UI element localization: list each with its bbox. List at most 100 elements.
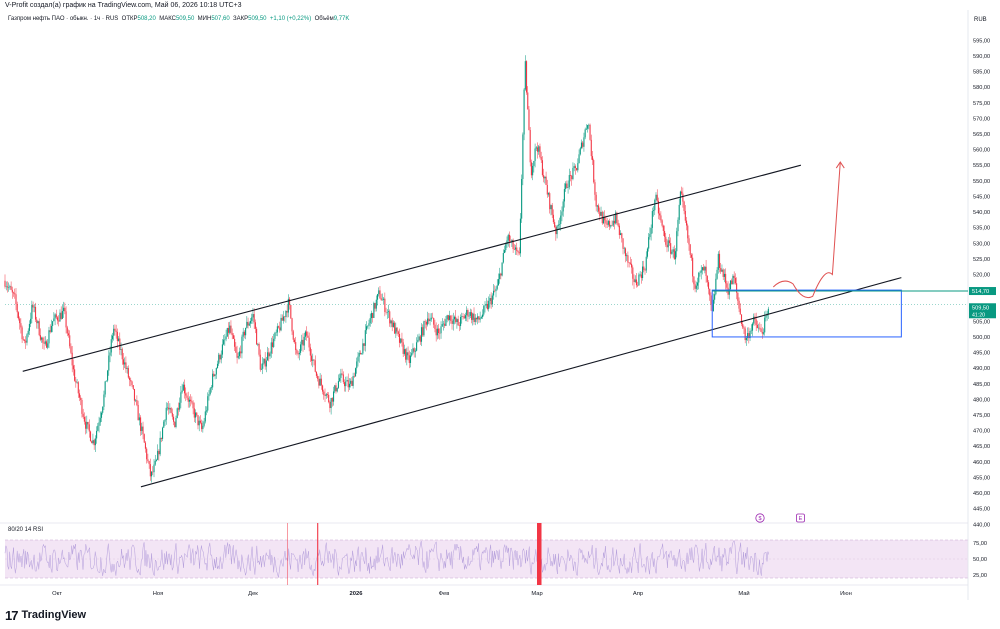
candle-body xyxy=(120,349,122,350)
candle-body xyxy=(758,327,760,329)
candle-body xyxy=(568,175,570,188)
candle-body xyxy=(751,323,754,331)
candle-body xyxy=(75,380,77,383)
candle-body xyxy=(292,331,294,340)
candle-body xyxy=(577,163,579,171)
candle-body xyxy=(391,320,393,327)
candle-body xyxy=(440,326,442,334)
candle-body xyxy=(5,286,7,287)
dividend-event-glyph: $ xyxy=(758,516,761,522)
candle-body xyxy=(108,355,110,371)
candle-body xyxy=(593,160,595,183)
candle-body xyxy=(311,355,313,361)
low-label: МИН xyxy=(197,16,212,22)
tradingview-logo[interactable]: 17 TradingView xyxy=(5,606,86,624)
price-tick-label: 495,00 xyxy=(973,351,990,357)
candle-body xyxy=(445,319,447,326)
candle-body xyxy=(584,129,586,138)
channel-lower-trendline[interactable] xyxy=(140,277,902,488)
symbol-name[interactable]: Газпром нефть ПАО · обыкн. · 1ч · RUS xyxy=(8,16,119,22)
candle-body xyxy=(312,359,314,361)
candle-body xyxy=(234,338,236,347)
candle-body xyxy=(252,314,254,318)
event-markers[interactable]: $ E xyxy=(755,513,805,523)
candle-body xyxy=(494,290,496,292)
price-axis[interactable]: 595,00 590,00 585,00 580,00 575,00 570,00 565,… xyxy=(969,38,996,528)
candle-body xyxy=(282,316,285,321)
candle-body xyxy=(353,376,355,377)
candle-body xyxy=(469,312,471,316)
candle-body xyxy=(629,262,631,264)
candle-body xyxy=(237,356,239,358)
candle-body xyxy=(566,183,568,188)
earnings-event-icon[interactable] xyxy=(796,513,805,523)
candle-body xyxy=(348,383,350,388)
rsi-axis[interactable]: 75,00 50,00 25,00 xyxy=(973,541,987,579)
candle-body xyxy=(212,373,214,388)
candle-body xyxy=(475,317,478,320)
candle-body xyxy=(173,416,175,422)
candle-body xyxy=(517,250,519,253)
level-price-badge-text: 514,70 xyxy=(972,289,989,295)
dividend-event-icon[interactable] xyxy=(755,513,765,523)
time-tick-label: Дек xyxy=(248,591,258,597)
candle-body xyxy=(441,324,443,327)
candle-body xyxy=(405,349,407,360)
price-tick-label: 545,00 xyxy=(973,194,990,200)
candle-body xyxy=(47,343,49,348)
candle-body xyxy=(352,376,354,386)
candle-body xyxy=(400,338,402,343)
rsi-series xyxy=(4,523,770,585)
candle-body xyxy=(690,254,692,258)
channel-upper-trendline[interactable] xyxy=(22,164,802,372)
time-axis[interactable]: Окт Ноя Дек 2026 Фев Мар Апр Май Июн xyxy=(52,590,852,597)
candle-body xyxy=(544,176,546,179)
candle-body xyxy=(764,317,766,333)
candle-body xyxy=(611,225,613,226)
candle-body xyxy=(230,325,232,334)
candle-body xyxy=(279,327,281,331)
candle-body xyxy=(624,248,627,257)
candle-body xyxy=(113,328,115,336)
candle-body xyxy=(543,175,545,179)
candle-body xyxy=(253,314,255,323)
candle-body xyxy=(130,379,132,382)
candle-body xyxy=(737,292,739,301)
candle-body xyxy=(423,321,425,336)
candle-body xyxy=(747,333,749,338)
candle-body xyxy=(165,407,167,420)
candle-body xyxy=(429,319,431,322)
candle-body xyxy=(183,384,186,394)
candle-body xyxy=(632,267,634,279)
candle-body xyxy=(333,391,335,402)
candle-body xyxy=(129,377,131,380)
candle-body xyxy=(274,332,276,339)
candle-body xyxy=(742,323,744,328)
candle-body xyxy=(569,175,572,176)
candle-body xyxy=(622,238,624,249)
time-tick-label: Апр xyxy=(633,591,643,597)
candle-body xyxy=(69,335,71,347)
candle-body xyxy=(115,330,117,332)
candle-body xyxy=(362,343,364,354)
candle-body xyxy=(143,434,145,443)
candle-body xyxy=(714,294,716,300)
support-zone-rectangle[interactable] xyxy=(711,289,902,338)
rsi-indicator-label[interactable]: 80/20 14 RSI xyxy=(8,527,44,533)
candle-body xyxy=(61,311,63,319)
price-tick-label: 480,00 xyxy=(973,397,990,403)
currency-label[interactable]: RUB xyxy=(974,17,987,23)
candle-body xyxy=(135,400,137,401)
candle-body xyxy=(407,352,409,356)
candle-body xyxy=(474,317,476,322)
candle-body xyxy=(324,395,326,396)
candle-body xyxy=(657,200,659,214)
candle-body xyxy=(125,362,127,369)
candle-body xyxy=(12,292,15,294)
candle-body xyxy=(370,313,372,319)
forecast-arrow-path[interactable] xyxy=(772,162,841,299)
candle-body xyxy=(78,393,81,398)
tradingview-logo-text: TradingView xyxy=(21,609,87,621)
candle-body xyxy=(549,193,551,210)
